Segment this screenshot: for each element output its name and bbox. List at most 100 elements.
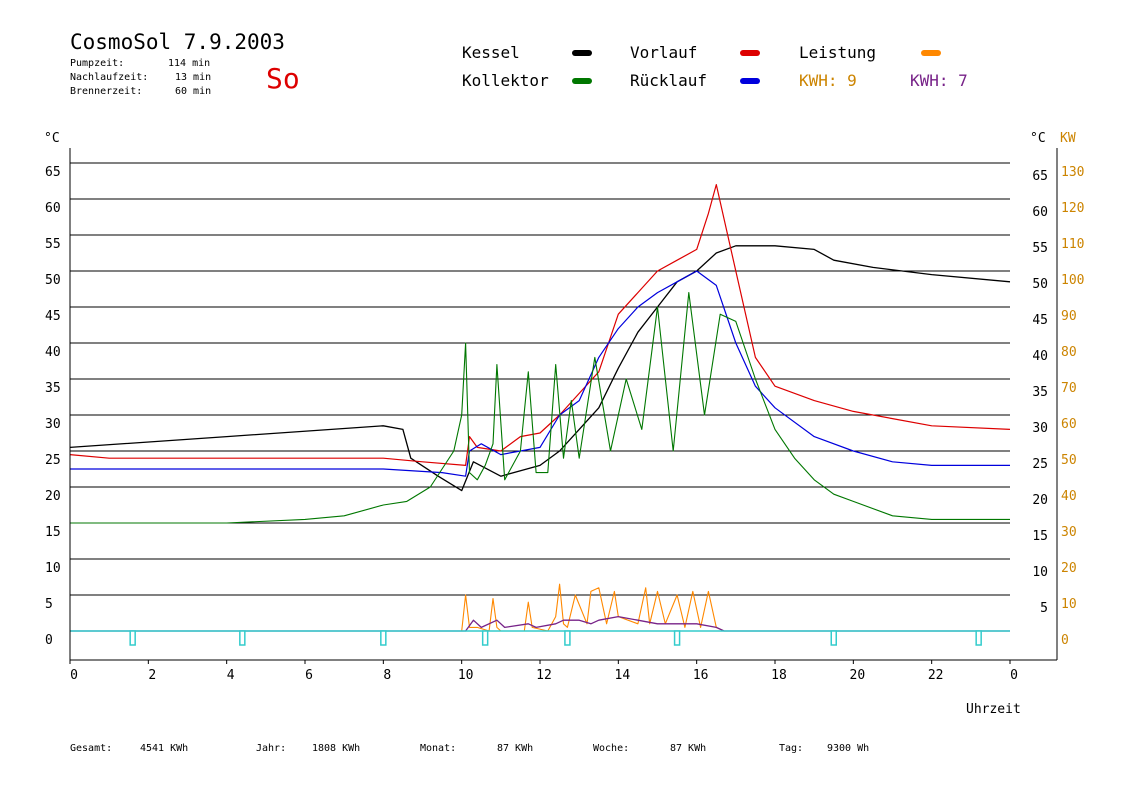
x-tick-label: 22 bbox=[928, 668, 944, 683]
y-left-tick-label: 35 bbox=[45, 381, 61, 396]
day-label: So bbox=[266, 62, 300, 95]
y-right2-unit: KW bbox=[1060, 131, 1076, 146]
woche-label: Woche: bbox=[593, 743, 630, 754]
pump-pulse bbox=[380, 630, 387, 646]
y-left-tick-label: 5 bbox=[45, 597, 53, 612]
y-right2-tick-label: 130 bbox=[1061, 165, 1084, 180]
y-right-tick-label: 25 bbox=[1032, 457, 1048, 472]
x-tick-label: 10 bbox=[458, 668, 474, 683]
y-right-tick-label: 20 bbox=[1032, 493, 1048, 508]
jahr-value: 1808 KWh bbox=[312, 743, 361, 754]
y-left-unit: °C bbox=[44, 131, 60, 146]
y-right-tick-label: 15 bbox=[1032, 529, 1048, 544]
woche-value: 87 KWh bbox=[670, 743, 707, 754]
y-right2-tick-label: 80 bbox=[1061, 345, 1077, 360]
x-tick-label: 8 bbox=[383, 668, 391, 683]
y-left-tick-label: 15 bbox=[45, 525, 61, 540]
y-right-tick-label: 10 bbox=[1032, 565, 1048, 580]
series-kessel bbox=[69, 245, 1011, 492]
x-tick-label: 2 bbox=[148, 668, 156, 683]
legend-label-leistung: Leistung bbox=[799, 43, 877, 62]
pump-pulse bbox=[830, 630, 837, 646]
monat-label: Monat: bbox=[420, 743, 457, 754]
gesamt-label: Gesamt: bbox=[70, 743, 113, 754]
y-left-tick-label: 65 bbox=[45, 165, 61, 180]
legend-swatch-vorlauf bbox=[740, 50, 760, 56]
y-right-tick-label: 45 bbox=[1032, 313, 1048, 328]
jahr-label: Jahr: bbox=[256, 743, 287, 754]
pump-pulse bbox=[975, 630, 982, 646]
pump-pulse bbox=[564, 630, 571, 646]
pump-pulse bbox=[239, 630, 246, 646]
series-ruecklauf bbox=[70, 270, 1010, 477]
series-layer bbox=[69, 184, 1011, 646]
legend-swatch-ruecklauf bbox=[740, 78, 760, 84]
y-right2-tick-label: 20 bbox=[1061, 561, 1077, 576]
x-tick-label: 6 bbox=[305, 668, 313, 683]
y-right2-tick-label: 10 bbox=[1061, 597, 1077, 612]
chart-title: CosmoSol 7.9.2003 bbox=[70, 30, 285, 54]
monat-value: 87 KWh bbox=[497, 743, 534, 754]
y-right-tick-label: 35 bbox=[1032, 385, 1048, 400]
y-right-tick-label: 60 bbox=[1032, 205, 1048, 220]
y-right2-tick-label: 40 bbox=[1061, 489, 1077, 504]
y-left-tick-label: 10 bbox=[45, 561, 61, 576]
pump-pulse bbox=[129, 630, 136, 646]
y-left-tick-label: 40 bbox=[45, 345, 61, 360]
x-tick-label: 0 bbox=[70, 668, 78, 683]
pump-label: Pumpzeit: bbox=[70, 58, 125, 69]
y-right-tick-label: 30 bbox=[1032, 421, 1048, 436]
series-kwh_purple bbox=[70, 615, 1010, 632]
x-tick-label: 14 bbox=[615, 668, 631, 683]
nachlauf-label: Nachlaufzeit: bbox=[70, 72, 149, 83]
y-right-unit: °C bbox=[1030, 131, 1046, 146]
y-right2-tick-label: 30 bbox=[1061, 525, 1077, 540]
series-kollektor bbox=[70, 292, 1010, 524]
pump-pulse bbox=[673, 630, 681, 646]
kwh-orange: KWH: 9 bbox=[799, 71, 857, 90]
y-right2-tick-label: 120 bbox=[1061, 201, 1084, 216]
y-left-tick-label: 55 bbox=[45, 237, 61, 252]
y-left-tick-label: 50 bbox=[45, 273, 61, 288]
pump-pulse bbox=[481, 630, 489, 646]
legend-swatch-leistung bbox=[921, 50, 941, 56]
axes bbox=[69, 148, 1058, 664]
legend-label-kollektor: Kollektor bbox=[462, 71, 549, 90]
tag-value: 9300 Wh bbox=[827, 743, 870, 754]
y-left-tick-label: 30 bbox=[45, 417, 61, 432]
y-left-tick-label: 25 bbox=[45, 453, 61, 468]
y-right2-tick-label: 0 bbox=[1061, 633, 1069, 648]
y-right2-tick-label: 100 bbox=[1061, 273, 1084, 288]
legend-swatch-kollektor bbox=[572, 78, 592, 84]
legend-swatch-kessel bbox=[572, 50, 592, 56]
x-tick-label: 18 bbox=[771, 668, 787, 683]
y-right2-tick-label: 50 bbox=[1061, 453, 1077, 468]
y-right2-tick-label: 110 bbox=[1061, 237, 1084, 252]
y-right-tick-label: 55 bbox=[1032, 241, 1048, 256]
gesamt-value: 4541 KWh bbox=[140, 743, 189, 754]
legend-label-ruecklauf: Rücklauf bbox=[630, 71, 708, 90]
series-leistung bbox=[70, 583, 1010, 632]
x-tick-label: 20 bbox=[850, 668, 866, 683]
y-right-tick-label: 65 bbox=[1032, 169, 1048, 184]
brenner-label: Brennerzeit: bbox=[70, 86, 143, 97]
series-vorlauf bbox=[69, 184, 1011, 466]
x-tick-label: 4 bbox=[227, 668, 235, 683]
x-tick-label: 0 bbox=[1010, 668, 1018, 683]
y-left-tick-label: 60 bbox=[45, 201, 61, 216]
tick-labels: 0 2 4 6 8 10 12 14 16 18 20 22 005101520253035404550… bbox=[45, 165, 1084, 683]
pump-value: 114 min bbox=[168, 58, 211, 69]
legend-label-kessel: Kessel bbox=[462, 43, 520, 62]
tag-label: Tag: bbox=[779, 743, 804, 754]
brenner-value: 60 min bbox=[175, 86, 212, 97]
y-right-tick-label: 50 bbox=[1032, 277, 1048, 292]
legend-label-vorlauf: Vorlauf bbox=[630, 43, 698, 62]
y-right-tick-label: 5 bbox=[1040, 601, 1048, 616]
y-right2-tick-label: 60 bbox=[1061, 417, 1077, 432]
y-left-tick-label: 45 bbox=[45, 309, 61, 324]
y-right2-tick-label: 90 bbox=[1061, 309, 1077, 324]
x-tick-label: 16 bbox=[693, 668, 709, 683]
kwh-purple: KWH: 7 bbox=[910, 71, 968, 90]
x-axis-label: Uhrzeit bbox=[966, 702, 1021, 717]
